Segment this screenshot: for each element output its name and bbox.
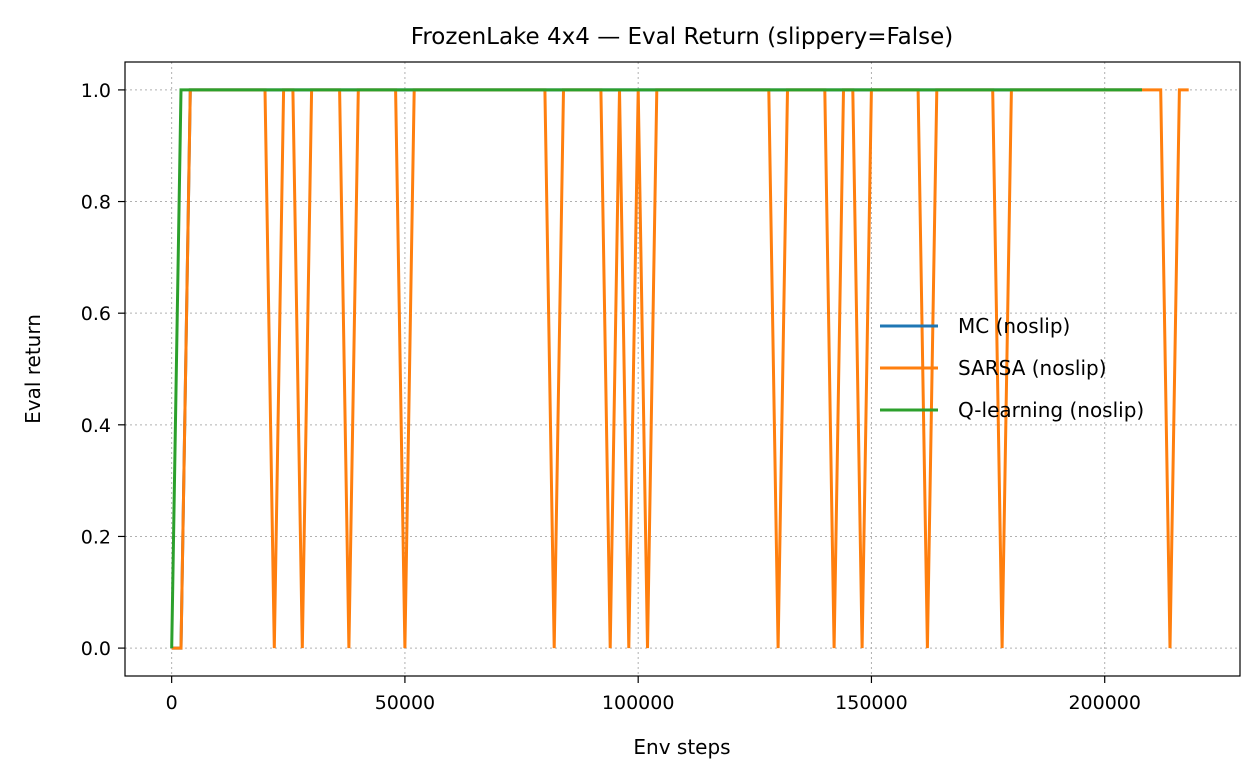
chart-title: FrozenLake 4x4 — Eval Return (slippery=F… xyxy=(411,24,953,50)
y-tick-label: 0.2 xyxy=(81,526,111,548)
plot-frame xyxy=(124,61,1241,677)
legend-label: SARSA (noslip) xyxy=(958,356,1107,380)
x-axis-ticks: 0 50000 100000 150000 200000 xyxy=(166,676,1141,714)
x-axis-label: Env steps xyxy=(633,735,730,759)
y-tick-label: 1.0 xyxy=(81,80,111,102)
y-tick-label: 0.8 xyxy=(81,192,111,214)
x-tick-label: 50000 xyxy=(375,692,435,714)
legend-label: Q-learning (noslip) xyxy=(958,398,1144,422)
y-axis-ticks: 0.0 0.2 0.4 0.6 0.8 1.0 xyxy=(81,80,125,660)
x-tick-label: 150000 xyxy=(835,692,908,714)
x-tick-label: 0 xyxy=(166,692,178,714)
y-tick-label: 0.4 xyxy=(81,415,111,437)
legend-label: MC (noslip) xyxy=(958,314,1070,338)
y-axis-label: Eval return xyxy=(21,314,45,424)
series-line-sarsa-noslip xyxy=(171,88,1189,650)
y-tick-label: 0.6 xyxy=(81,303,111,325)
plot-area xyxy=(170,88,1189,650)
x-tick-label: 100000 xyxy=(602,692,675,714)
y-tick-label: 0.0 xyxy=(81,638,111,660)
x-tick-label: 200000 xyxy=(1068,692,1141,714)
series-line-q-learning-noslip xyxy=(170,88,1142,649)
legend: MC (noslip) SARSA (noslip) Q-learning (nos… xyxy=(880,314,1144,422)
